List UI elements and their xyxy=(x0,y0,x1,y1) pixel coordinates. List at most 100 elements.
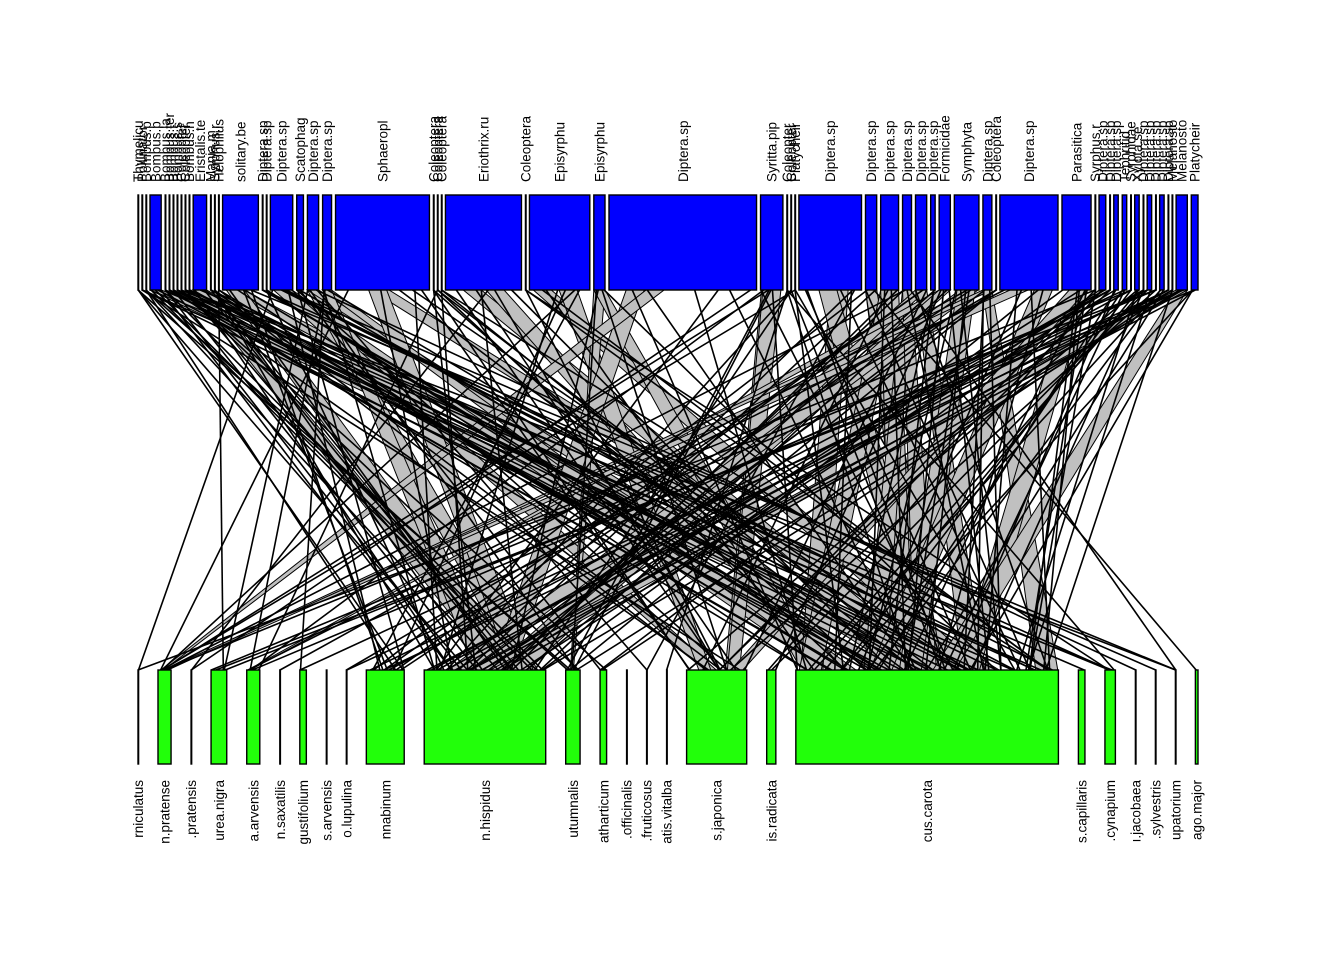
lower-species-label: urea.nigra xyxy=(212,780,227,841)
higher-species-box xyxy=(444,194,523,291)
higher-species-label: Platycheir xyxy=(788,122,803,182)
lower-species-label: a.arvensis xyxy=(246,780,261,842)
lower-level-labels: rniculatus n.pratense .pratensis urea.nigra… xyxy=(131,780,1205,845)
higher-species-box xyxy=(1109,194,1112,291)
lower-species-box xyxy=(599,669,608,765)
interaction-link xyxy=(203,289,514,671)
higher-species-box xyxy=(184,194,187,291)
interaction-link xyxy=(730,289,1157,671)
interaction-link xyxy=(161,289,769,671)
interaction-link xyxy=(223,289,309,671)
higher-species-label: Diptera.sp xyxy=(1136,120,1151,182)
lower-species-box xyxy=(345,669,348,765)
lower-species-box xyxy=(1077,669,1086,765)
higher-species-box xyxy=(1175,194,1188,291)
interaction-link xyxy=(808,289,1144,671)
interaction-link xyxy=(495,289,1116,671)
interaction-link xyxy=(786,289,1115,671)
higher-species-label: Helophilus xyxy=(212,119,227,182)
interaction-link xyxy=(525,289,997,671)
lower-species-box xyxy=(565,669,581,765)
interaction-link xyxy=(603,289,997,671)
interaction-link xyxy=(137,289,274,671)
lower-species-box xyxy=(137,669,140,765)
interaction-link xyxy=(665,289,789,671)
higher-species-label: Diptera.sp xyxy=(1103,120,1118,182)
higher-species-label: Episyrphu xyxy=(592,122,607,182)
higher-species-label: Bombus.p xyxy=(149,121,164,182)
interaction-link xyxy=(299,289,326,671)
higher-species-box xyxy=(1158,194,1165,291)
interaction-link xyxy=(488,289,986,671)
lower-species-label: atis.vitalba xyxy=(660,780,675,844)
higher-species-label: Coleoptera xyxy=(518,115,533,182)
interaction-link xyxy=(400,289,972,671)
interaction-link xyxy=(281,289,1035,671)
higher-species-label: Diptera.sp xyxy=(914,120,929,182)
higher-species-label: Diptera.sp xyxy=(255,120,270,182)
higher-species-box xyxy=(261,194,264,291)
interaction-link xyxy=(163,289,1096,671)
interaction-link xyxy=(161,289,796,671)
lower-species-box xyxy=(665,669,668,765)
lower-species-box xyxy=(299,669,308,765)
interaction-link xyxy=(774,289,942,671)
lower-species-box xyxy=(1174,669,1177,765)
higher-species-box xyxy=(137,194,140,291)
interaction-link xyxy=(833,289,853,671)
interaction-link xyxy=(976,289,985,671)
higher-species-box xyxy=(1061,194,1092,291)
interaction-link xyxy=(190,289,752,671)
higher-species-label: Diptera.sp xyxy=(306,120,321,182)
lower-species-label: .officinalis xyxy=(620,780,635,839)
lower-species-box xyxy=(625,669,628,765)
interaction-link xyxy=(890,289,907,671)
higher-species-box xyxy=(999,194,1059,291)
higher-species-box xyxy=(168,194,171,291)
higher-species-box xyxy=(209,194,212,291)
higher-species-label: Coleopter xyxy=(780,123,795,182)
higher-species-label: Syritta.pip xyxy=(765,122,780,182)
interaction-link xyxy=(445,289,1144,671)
higher-species-label: Coleopter xyxy=(174,123,189,182)
higher-species-box xyxy=(269,194,294,291)
higher-species-label: Melanosto xyxy=(1165,120,1180,182)
higher-species-box xyxy=(172,194,175,291)
interaction-link xyxy=(631,289,799,671)
lower-species-box xyxy=(1194,669,1199,765)
interaction-link xyxy=(250,289,765,671)
lower-species-box xyxy=(1134,669,1137,765)
interaction-link xyxy=(790,289,942,671)
higher-species-box xyxy=(1190,194,1199,291)
higher-species-box xyxy=(265,194,268,291)
interaction-link xyxy=(414,289,438,671)
interaction-link xyxy=(470,289,997,671)
higher-species-box xyxy=(1171,194,1174,291)
interaction-link xyxy=(840,289,1132,671)
higher-species-box xyxy=(149,194,162,291)
higher-species-label: Diptera.sp xyxy=(1022,120,1037,182)
interaction-link xyxy=(576,289,1180,671)
interaction-link xyxy=(398,289,905,671)
higher-species-label: Eriothrix.ru xyxy=(476,117,491,182)
lower-species-label: n.saxatilis xyxy=(273,780,288,840)
interaction-link xyxy=(379,289,454,671)
higher-species-label: Diptera.sp xyxy=(926,120,941,182)
higher-species-box xyxy=(798,194,863,291)
lower-species-label: .cynapium xyxy=(1103,780,1118,842)
interaction-link xyxy=(190,289,489,671)
lower-species-box xyxy=(365,669,405,765)
higher-species-label: Diptera.sp xyxy=(864,120,879,182)
interaction-link xyxy=(383,289,1182,671)
interaction-link xyxy=(455,289,720,671)
higher-species-box xyxy=(879,194,900,291)
higher-species-box xyxy=(794,194,797,291)
higher-species-box xyxy=(296,194,305,291)
higher-species-box xyxy=(938,194,952,291)
lower-species-box xyxy=(246,669,261,765)
interaction-link xyxy=(525,289,1049,671)
interaction-link xyxy=(905,289,970,671)
lower-species-box xyxy=(157,669,172,765)
higher-species-box xyxy=(1130,194,1133,291)
higher-species-label: Syrphidae xyxy=(1124,121,1139,182)
